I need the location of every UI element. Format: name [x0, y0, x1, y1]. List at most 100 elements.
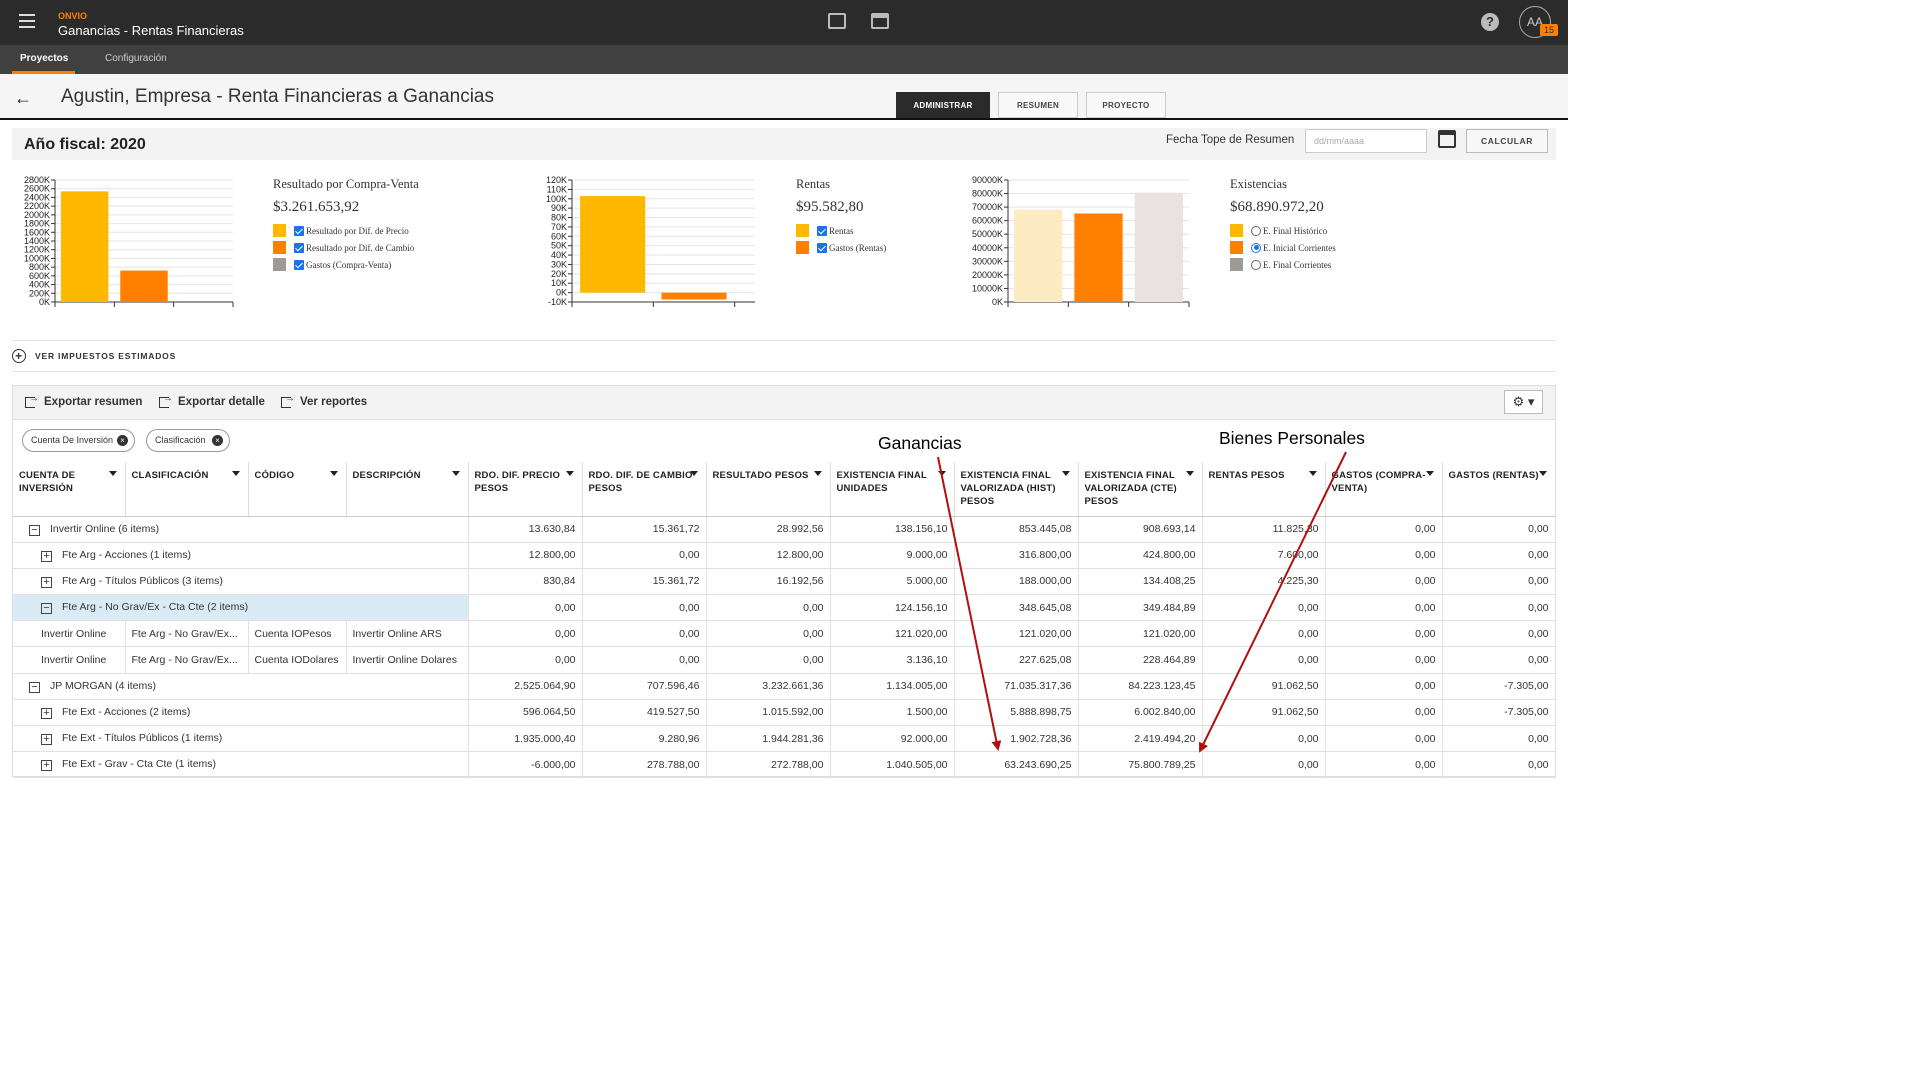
- table-cell: Cuenta IOPesos: [248, 620, 347, 648]
- checkbox-icon[interactable]: [817, 242, 827, 253]
- table-cell: -7.305,00: [1442, 699, 1556, 727]
- table-cell: 0,00: [1442, 594, 1556, 622]
- legend-item[interactable]: Resultado por Dif. de Cambio: [273, 239, 419, 256]
- calcular-button[interactable]: CALCULAR: [1466, 129, 1548, 153]
- filter-caret-icon[interactable]: [231, 471, 240, 476]
- legend-item[interactable]: Gastos (Rentas): [796, 239, 886, 256]
- group-row[interactable]: − Fte Arg - No Grav/Ex - Cta Cte (2 items…: [13, 594, 1556, 622]
- table-row[interactable]: Invertir Online Fte Arg - No Grav/Ex... Cu…: [13, 646, 1556, 674]
- checkbox-icon[interactable]: [294, 259, 304, 270]
- group-row[interactable]: + Fte Arg - Títulos Públicos (3 items) 830…: [13, 568, 1556, 596]
- help-icon[interactable]: ?: [1481, 13, 1499, 31]
- ver-reportes-button[interactable]: Ver reportes: [281, 393, 367, 408]
- tab-administrar[interactable]: ADMINISTRAR: [896, 92, 990, 118]
- exportar-resumen-button[interactable]: Exportar resumen: [25, 393, 142, 408]
- expand-icon[interactable]: +: [41, 760, 52, 772]
- group-row[interactable]: + Fte Ext - Acciones (2 items) 596.064,50 4…: [13, 699, 1556, 727]
- gear-icon[interactable]: ⚙ ▾: [1504, 390, 1543, 414]
- table-cell: 91.062,50: [1202, 673, 1326, 700]
- bar: [1134, 192, 1183, 302]
- checkbox-icon[interactable]: [294, 225, 304, 236]
- table-cell: 0,00: [1442, 646, 1556, 674]
- column-header[interactable]: CLASIFICACIÓN: [125, 462, 249, 517]
- column-header[interactable]: RENTAS PESOS: [1202, 462, 1326, 517]
- expand-icon[interactable]: +: [41, 707, 52, 719]
- legend-item[interactable]: Gastos (Compra-Venta): [273, 256, 419, 273]
- column-header[interactable]: DESCRIPCIÓN: [346, 462, 469, 517]
- back-arrow-icon[interactable]: ←: [14, 88, 32, 108]
- expand-icon[interactable]: +: [41, 550, 52, 562]
- filter-caret-icon[interactable]: [813, 471, 822, 476]
- column-header[interactable]: EXISTENCIA FINAL VALORIZADA (HIST) PESOS: [954, 462, 1079, 517]
- column-header[interactable]: RESULTADO PESOS: [706, 462, 831, 517]
- column-header[interactable]: EXISTENCIA FINAL VALORIZADA (CTE) PESOS: [1078, 462, 1203, 517]
- table-cell: 0,00: [1325, 542, 1443, 569]
- expand-icon[interactable]: +: [41, 734, 52, 746]
- group-row[interactable]: − JP MORGAN (4 items) 2.525.064,90 707.596,…: [13, 673, 1556, 700]
- id-card-icon[interactable]: [828, 13, 846, 29]
- expand-icon[interactable]: +: [41, 576, 52, 588]
- exportar-detalle-button[interactable]: Exportar detalle: [159, 393, 265, 408]
- column-header[interactable]: CUENTA DE INVERSIÓN: [13, 462, 126, 517]
- group-row[interactable]: + Fte Ext - Títulos Públicos (1 items) 1.9…: [13, 725, 1556, 753]
- tab-resumen[interactable]: RESUMEN: [998, 92, 1078, 118]
- filter-caret-icon[interactable]: [108, 471, 117, 476]
- checkbox-icon[interactable]: [294, 242, 304, 253]
- filter-caret-icon[interactable]: [451, 471, 460, 476]
- tab-proyecto[interactable]: PROYECTO: [1086, 92, 1166, 118]
- radio-icon[interactable]: [1251, 259, 1261, 270]
- checkbox-icon[interactable]: [817, 225, 827, 236]
- column-header[interactable]: CÓDIGO: [248, 462, 347, 517]
- legend-item[interactable]: E. Inicial Corrientes: [1230, 239, 1336, 256]
- legend-item[interactable]: E. Final Corrientes: [1230, 256, 1336, 273]
- table-row[interactable]: Invertir Online Fte Arg - No Grav/Ex... Cu…: [13, 620, 1556, 648]
- column-header[interactable]: GASTOS (RENTAS): [1442, 462, 1556, 517]
- filter-caret-icon[interactable]: [689, 471, 698, 476]
- legend-item[interactable]: Rentas: [796, 222, 886, 239]
- group-chip-cuenta[interactable]: Cuenta De Inversión ×: [22, 429, 135, 452]
- group-chip-clasificacion[interactable]: Clasificación ×: [146, 429, 230, 452]
- close-icon[interactable]: ×: [212, 435, 223, 446]
- column-header[interactable]: RDO. DIF. DE CAMBIO PESOS: [582, 462, 707, 517]
- column-header[interactable]: RDO. DIF. PRECIO PESOS: [468, 462, 583, 517]
- group-row[interactable]: + Fte Arg - Acciones (1 items) 12.800,00 0,…: [13, 542, 1556, 569]
- table-cell: 278.788,00: [582, 751, 707, 779]
- radio-selected-icon[interactable]: [1251, 242, 1261, 253]
- column-header[interactable]: EXISTENCIA FINAL UNIDADES: [830, 462, 955, 517]
- group-row[interactable]: + Fte Ext - Grav - Cta Cte (1 items) -6.00…: [13, 751, 1556, 779]
- radio-icon[interactable]: [1251, 225, 1261, 236]
- legend-item[interactable]: Resultado por Dif. de Precio: [273, 222, 419, 239]
- column-header[interactable]: GASTOS (COMPRA-VENTA): [1325, 462, 1443, 517]
- filter-caret-icon[interactable]: [1425, 471, 1434, 476]
- table-cell: 0,00: [706, 646, 831, 674]
- user-avatar[interactable]: AA: [1519, 6, 1551, 38]
- close-icon[interactable]: ×: [117, 435, 128, 446]
- collapse-icon[interactable]: −: [29, 524, 40, 536]
- table-cell: 0,00: [1325, 751, 1443, 779]
- filter-caret-icon[interactable]: [1538, 471, 1547, 476]
- filter-caret-icon[interactable]: [937, 471, 946, 476]
- active-tab-indicator: [12, 71, 75, 74]
- filter-caret-icon[interactable]: [1308, 471, 1317, 476]
- filter-caret-icon[interactable]: [329, 471, 338, 476]
- hamburger-menu-icon[interactable]: [19, 14, 35, 28]
- y-tick-label: 1400K: [24, 236, 50, 246]
- page-title: Agustin, Empresa - Renta Financieras a G…: [61, 86, 494, 107]
- collapse-icon[interactable]: −: [29, 681, 40, 693]
- group-row[interactable]: − Invertir Online (6 items) 13.630,84 15.36…: [13, 516, 1556, 543]
- table-cell: 908.693,14: [1078, 516, 1203, 543]
- fecha-tope-input[interactable]: dd/mm/aaaa: [1305, 129, 1427, 153]
- plus-circle-icon[interactable]: +: [12, 349, 26, 363]
- ver-impuestos-toggle[interactable]: + VER IMPUESTOS ESTIMADOS: [12, 349, 176, 363]
- table-cell: Invertir Online Dolares: [346, 646, 469, 674]
- filter-caret-icon[interactable]: [1185, 471, 1194, 476]
- legend-item[interactable]: E. Final Histórico: [1230, 222, 1336, 239]
- nav-tab-proyectos[interactable]: Proyectos: [20, 53, 69, 64]
- filter-caret-icon[interactable]: [565, 471, 574, 476]
- filter-caret-icon[interactable]: [1061, 471, 1070, 476]
- notification-badge[interactable]: 15: [1540, 24, 1559, 36]
- collapse-icon[interactable]: −: [41, 603, 52, 615]
- archive-icon[interactable]: [871, 13, 889, 29]
- nav-tab-configuracion[interactable]: Configuración: [105, 53, 167, 64]
- calendar-icon[interactable]: [1438, 130, 1456, 148]
